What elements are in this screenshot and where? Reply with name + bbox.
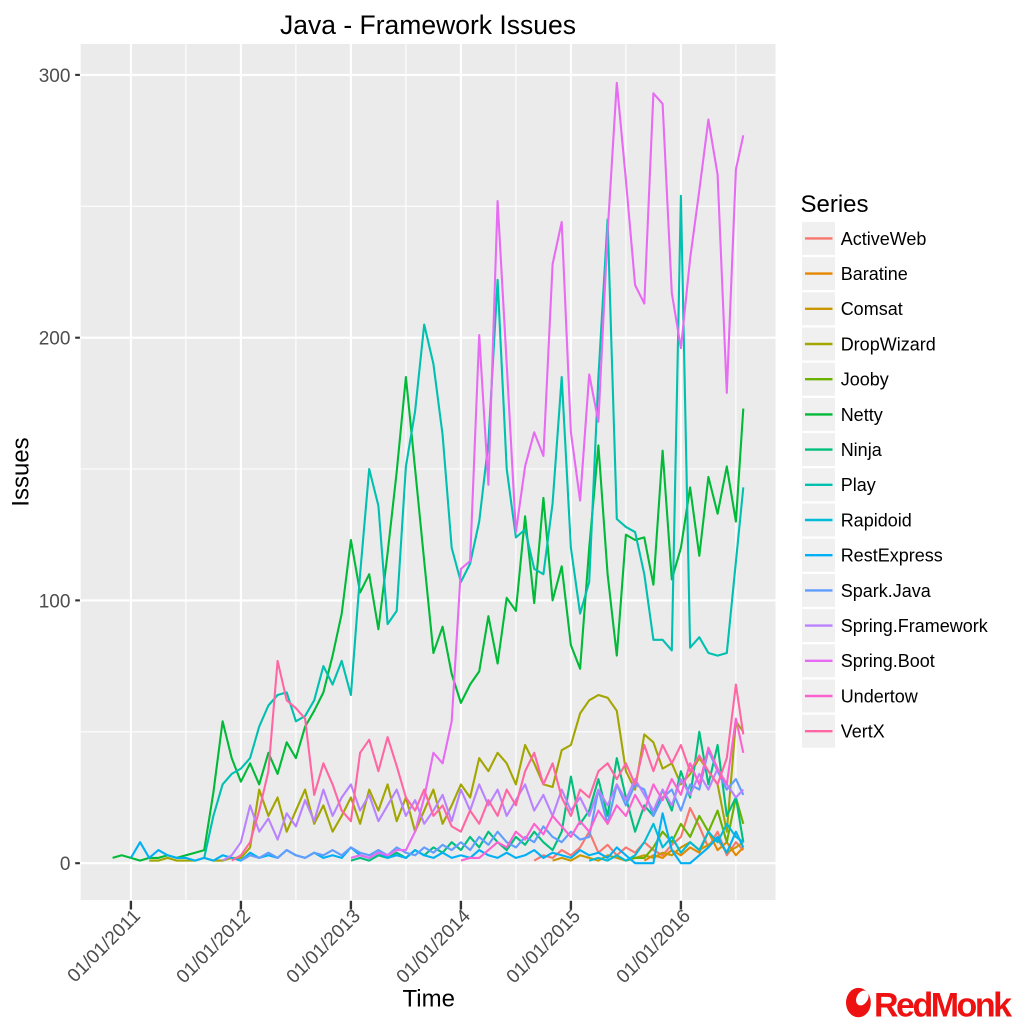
svg-text:DropWizard: DropWizard [841, 334, 936, 354]
svg-text:Play: Play [841, 475, 876, 495]
svg-text:Issues: Issues [8, 437, 35, 506]
svg-text:Java - Framework Issues: Java - Framework Issues [280, 10, 576, 40]
svg-text:Undertow: Undertow [841, 686, 919, 706]
svg-text:Ninja: Ninja [841, 440, 883, 460]
svg-text:RedMonk: RedMonk [874, 986, 1012, 1024]
svg-text:100: 100 [39, 591, 71, 612]
svg-text:ActiveWeb: ActiveWeb [841, 229, 927, 249]
svg-text:Comsat: Comsat [841, 299, 903, 319]
svg-text:200: 200 [39, 329, 71, 350]
svg-text:Jooby: Jooby [841, 370, 889, 390]
svg-text:Netty: Netty [841, 405, 883, 425]
svg-text:Spark.Java: Spark.Java [841, 581, 932, 601]
svg-text:VertX: VertX [841, 722, 885, 742]
svg-text:Rapidoid: Rapidoid [841, 510, 912, 530]
svg-text:300: 300 [39, 66, 71, 87]
svg-text:Baratine: Baratine [841, 264, 908, 284]
svg-text:Spring.Boot: Spring.Boot [841, 651, 935, 671]
svg-text:Series: Series [801, 191, 869, 218]
svg-text:RestExpress: RestExpress [841, 546, 943, 566]
svg-text:Spring.Framework: Spring.Framework [841, 616, 989, 636]
svg-text:0: 0 [60, 854, 71, 875]
svg-text:Time: Time [402, 986, 454, 1013]
